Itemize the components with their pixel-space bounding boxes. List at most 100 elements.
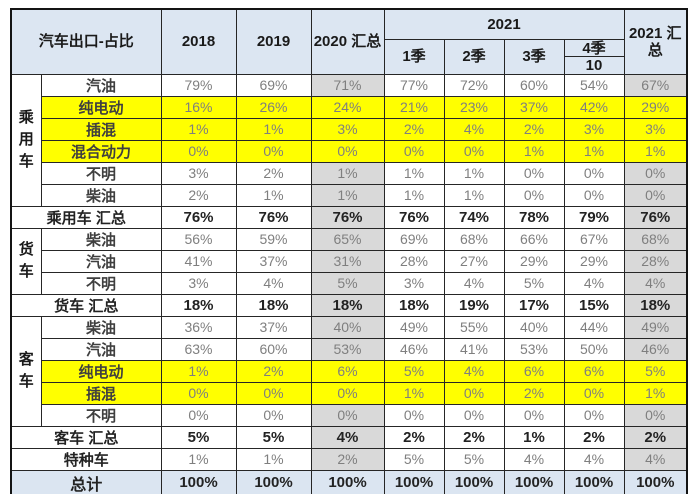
value-cell: 100% xyxy=(503,469,565,494)
value-cell: 21% xyxy=(383,95,445,119)
row-label: 纯电动 xyxy=(40,95,162,119)
table-row: 乘用车 汽油 79% 69% 71% 77% 72% 60% 54% 67% xyxy=(10,73,688,207)
value-cell: 0% xyxy=(563,161,625,185)
header-row-quarters: 1季 2季 3季 4季 10 xyxy=(11,38,687,75)
value-cell: 1% xyxy=(383,161,445,185)
value-cell: 41% xyxy=(160,249,237,273)
value-cell: 0% xyxy=(235,139,312,163)
value-cell: 100% xyxy=(310,469,385,494)
row-label: 不明 xyxy=(40,403,162,427)
row-label: 汽油 xyxy=(40,249,162,273)
value-cell: 60% xyxy=(235,337,312,361)
col-header-2019: 2019 xyxy=(235,8,312,75)
col-header-2018: 2018 xyxy=(160,8,237,75)
col-header-q2: 2季 xyxy=(443,38,505,75)
row-label: 柴油 xyxy=(40,315,162,339)
value-cell: 23% xyxy=(443,95,505,119)
value-cell: 0% xyxy=(623,183,688,207)
value-cell: 59% xyxy=(235,227,312,251)
value-cell: 76% xyxy=(235,205,312,229)
value-cell: 2% xyxy=(383,117,445,141)
value-cell: 4% xyxy=(623,271,688,295)
value-cell: 40% xyxy=(310,315,385,339)
value-cell: 100% xyxy=(623,469,688,494)
table-row: 汽油 41% 37% 31% 28% 27% 29% 29% 28% xyxy=(11,249,688,273)
value-cell: 46% xyxy=(623,337,688,361)
value-cell: 0% xyxy=(443,403,505,427)
value-cell: 49% xyxy=(383,315,445,339)
value-cell: 5% xyxy=(235,425,312,449)
value-cell: 1% xyxy=(383,183,445,207)
value-cell: 37% xyxy=(235,315,312,339)
value-cell: 4% xyxy=(443,271,505,295)
value-cell: 26% xyxy=(235,95,312,119)
row-label: 汽油 xyxy=(40,73,162,97)
value-cell: 76% xyxy=(623,205,688,229)
col-header-2021-total: 2021 汇总 xyxy=(623,8,688,75)
value-cell: 0% xyxy=(160,403,237,427)
row-label: 客车 汇总 xyxy=(10,425,162,449)
value-cell: 65% xyxy=(310,227,385,251)
value-cell: 66% xyxy=(503,227,565,251)
value-cell: 79% xyxy=(563,205,625,229)
value-cell: 4% xyxy=(563,271,625,295)
value-cell: 18% xyxy=(160,293,237,317)
col-header-q3: 3季 xyxy=(503,38,565,75)
value-cell: 46% xyxy=(383,337,445,361)
value-cell: 67% xyxy=(623,73,688,97)
value-cell: 0% xyxy=(503,161,565,185)
value-cell: 2% xyxy=(443,425,505,449)
value-cell: 2% xyxy=(310,447,385,471)
value-cell: 18% xyxy=(623,293,688,317)
value-cell: 19% xyxy=(443,293,505,317)
value-cell: 100% xyxy=(235,469,312,494)
value-cell: 1% xyxy=(235,117,312,141)
table-row: 汽油 63% 60% 53% 46% 41% 53% 50% 46% xyxy=(11,337,688,361)
table-header: 汽车出口-占比 2018 2019 2020 汇总 2021 2021 汇总 1… xyxy=(10,8,688,75)
value-cell: 50% xyxy=(563,337,625,361)
value-cell: 18% xyxy=(310,293,385,317)
value-cell: 100% xyxy=(160,469,237,494)
value-cell: 4% xyxy=(623,447,688,471)
value-cell: 68% xyxy=(443,227,505,251)
value-cell: 0% xyxy=(310,381,385,405)
row-label: 特种车 xyxy=(10,447,162,471)
value-cell: 53% xyxy=(310,337,385,361)
table-row: 纯电动 16% 26% 24% 21% 23% 37% 42% 29% xyxy=(11,95,688,119)
col-header-q4-label: 4季 xyxy=(565,40,623,57)
value-cell: 100% xyxy=(563,469,625,494)
value-cell: 76% xyxy=(383,205,445,229)
value-cell: 2% xyxy=(563,425,625,449)
value-cell: 3% xyxy=(623,117,688,141)
value-cell: 0% xyxy=(160,381,237,405)
value-cell: 1% xyxy=(623,139,688,163)
value-cell: 5% xyxy=(383,447,445,471)
table-row: 不明 0% 0% 0% 0% 0% 0% 0% 0% xyxy=(11,403,688,427)
value-cell: 3% xyxy=(310,117,385,141)
value-cell: 6% xyxy=(503,359,565,383)
value-cell: 0% xyxy=(310,139,385,163)
value-cell: 2% xyxy=(160,183,237,207)
table-row: 插混 1% 1% 3% 2% 4% 2% 3% 3% xyxy=(11,117,688,141)
row-label: 不明 xyxy=(40,161,162,185)
value-cell: 49% xyxy=(623,315,688,339)
value-cell: 1% xyxy=(563,139,625,163)
value-cell: 0% xyxy=(235,381,312,405)
value-cell: 6% xyxy=(563,359,625,383)
value-cell: 77% xyxy=(383,73,445,97)
row-label: 货车 汇总 xyxy=(10,293,162,317)
value-cell: 0% xyxy=(310,403,385,427)
value-cell: 78% xyxy=(503,205,565,229)
value-cell: 1% xyxy=(160,447,237,471)
table-body: 乘用车 汽油 79% 69% 71% 77% 72% 60% 54% 67% 纯电动 16% 26% 24… xyxy=(10,73,688,494)
value-cell: 0% xyxy=(623,161,688,185)
value-cell: 1% xyxy=(310,161,385,185)
value-cell: 54% xyxy=(563,73,625,97)
value-cell: 4% xyxy=(563,447,625,471)
table-row: 乘用车 汇总 76% 76% 76% 76% 74% 78% 79% 76% xyxy=(10,205,688,229)
value-cell: 4% xyxy=(443,359,505,383)
value-cell: 53% xyxy=(503,337,565,361)
value-cell: 5% xyxy=(310,271,385,295)
value-cell: 1% xyxy=(443,183,505,207)
value-cell: 68% xyxy=(623,227,688,251)
